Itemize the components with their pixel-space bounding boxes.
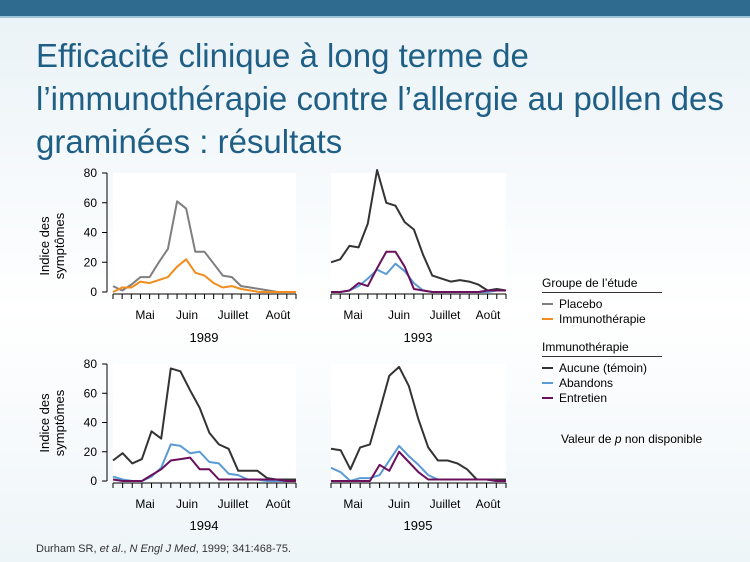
note-prefix: Valeur de — [561, 432, 615, 446]
chart-1989-plot-bg — [113, 173, 296, 292]
chart-1993-plot-bg — [331, 173, 506, 292]
chart-1994-x-tick-label: Août — [266, 497, 291, 511]
chart-1993-year-label: 1993 — [404, 330, 433, 345]
chart-1994-series-entretien — [112, 456, 296, 482]
chart-1994-y-tick-label: 40 — [84, 416, 98, 430]
chart-1993-series-entretien — [331, 250, 506, 293]
chart-1994-x-tick-label: Juin — [176, 497, 198, 511]
chart-1994-y-tick-label: 0 — [90, 474, 97, 488]
chart-1995-series-entretien — [331, 450, 506, 482]
legend-group1-title: Groupe de l’étude — [542, 276, 662, 293]
legend-item-placebo: Placebo — [542, 296, 662, 311]
legend: Groupe de l’étude Placebo Immunothérapie… — [542, 276, 662, 405]
y-axis-label-bottom-line2: symptômes — [52, 389, 67, 456]
legend-label-aucune: Aucune (témoin) — [559, 360, 648, 375]
source-italic-etal: et al — [99, 543, 121, 555]
legend-swatch-immunotherapie — [542, 317, 553, 320]
chart-1993-x-tick-label: Août — [476, 308, 501, 322]
legend-label-abandons: Abandons — [559, 375, 614, 390]
chart-1989-y-tick-label: 20 — [84, 255, 98, 269]
chart-1989-y-tick-label: 60 — [84, 196, 98, 210]
chart-1993-x-tick-label: Juillet — [430, 308, 461, 322]
top-bar — [0, 0, 750, 16]
chart-1994-y-tick-label: 20 — [84, 445, 98, 459]
chart-1995-year-label: 1995 — [404, 518, 433, 533]
legend-swatch-abandons — [542, 381, 553, 384]
note-suffix: non disponible — [621, 432, 703, 446]
chart-1994-y-tick-label: 80 — [84, 357, 98, 371]
chart-1995-x-tick-label: Août — [476, 497, 501, 511]
chart-1994-year-label: 1994 — [190, 518, 219, 533]
chart-1995-x-tick-label: Juillet — [430, 497, 461, 511]
source-prefix: Durham SR, — [36, 543, 100, 555]
chart-1989-series-placebo — [112, 200, 296, 293]
legend-label-placebo: Placebo — [559, 296, 603, 311]
plots-group: 0 20 40 60 80 Mai Juin Juillet Août 1989 Mai Juin Ju… — [84, 166, 507, 533]
chart-1989-x-tick-label: Août — [266, 308, 291, 322]
source-suffix: , 1999; 341:468-75. — [195, 543, 291, 555]
source-citation: Durham SR, et al., N Engl J Med, 1999; 3… — [36, 543, 291, 555]
chart-1993-x-tick-label: Mai — [343, 308, 362, 322]
legend-swatch-entretien — [542, 396, 553, 399]
legend-swatch-aucune — [542, 366, 553, 369]
slide-title: Efficacité clinique à long terme de l’im… — [36, 37, 724, 160]
legend-item-entretien: Entretien — [542, 390, 662, 405]
legend-group2-title: Immunothérapie — [542, 340, 662, 357]
chart-1994-x-tick-label: Juillet — [218, 497, 249, 511]
chart-1989-y-tick-label: 40 — [84, 226, 98, 240]
chart-1989-series-immunothérapie — [112, 258, 296, 293]
chart-1994-x-tick-label: Mai — [135, 497, 154, 511]
legend-item-aucune: Aucune (témoin) — [542, 360, 662, 375]
chart-1993-series-aucune-témoin- — [330, 169, 507, 292]
source-mid: ., — [120, 543, 130, 555]
chart-1993-x-tick-label: Juin — [388, 308, 410, 322]
chart-1989-year-label: 1989 — [190, 330, 219, 345]
legend-item-immunotherapie: Immunothérapie — [542, 311, 662, 326]
source-journal: N Engl J Med — [129, 543, 196, 555]
legend-label-entretien: Entretien — [559, 390, 608, 405]
y-axis-label-top-line1: Indice des — [37, 216, 52, 276]
chart-1994-series-aucune-témoin- — [112, 367, 296, 481]
y-axis-label-top-line2: symptômes — [52, 212, 67, 279]
chart-1995-x-tick-label: Juin — [388, 497, 410, 511]
chart-1989-x-tick-label: Juin — [176, 308, 198, 322]
chart-1995-x-tick-label: Mai — [343, 497, 362, 511]
chart-1989-x-tick-label: Mai — [135, 308, 154, 322]
legend-label-immunotherapie: Immunothérapie — [559, 311, 646, 326]
legend-item-abandons: Abandons — [542, 375, 662, 390]
chart-1989-x-tick-label: Juillet — [218, 308, 249, 322]
legend-swatch-placebo — [542, 302, 553, 305]
y-axis-label-bottom-line1: Indice des — [37, 393, 52, 453]
top-rule — [0, 16, 750, 18]
note-p: p — [614, 432, 622, 446]
p-value-note: Valeur de p non disponible — [561, 432, 702, 446]
chart-1989-y-tick-label: 0 — [90, 285, 97, 299]
chart-1994-y-tick-label: 60 — [84, 386, 98, 400]
chart-1989-y-tick-label: 80 — [84, 166, 98, 180]
